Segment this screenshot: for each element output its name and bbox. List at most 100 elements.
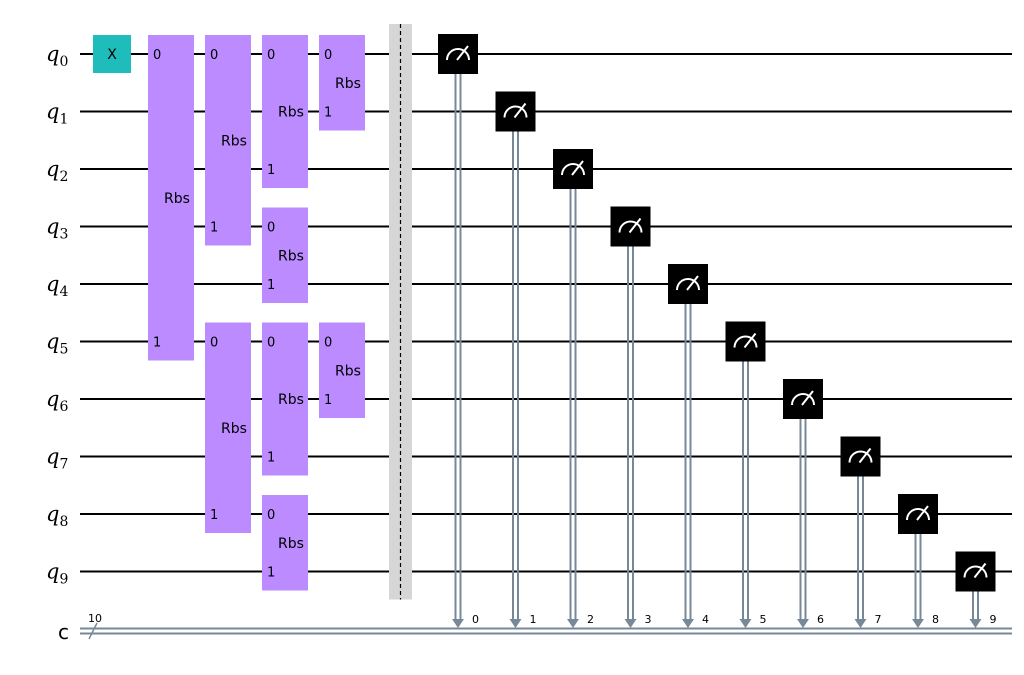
measure-bit-index: 6 <box>817 613 824 626</box>
rbs-gate <box>205 35 251 246</box>
classical-register-label: c <box>58 620 69 644</box>
rbs-port-bottom: 1 <box>267 566 275 581</box>
measure-arrowhead <box>682 619 694 628</box>
rbs-gate-label: Rbs <box>278 392 304 408</box>
x-gate-label: X <box>107 47 117 63</box>
measure-gate <box>955 551 996 592</box>
measure-arrowhead <box>797 619 809 628</box>
measure-gate <box>725 321 766 362</box>
measure-arrowhead <box>969 619 982 628</box>
rbs-port-bottom: 1 <box>210 508 218 523</box>
measure-bit-index: 5 <box>760 613 767 626</box>
measure-gate <box>610 206 651 247</box>
measure-arrowhead <box>509 619 522 628</box>
measure-arrowhead <box>739 619 752 628</box>
bus-slash <box>88 622 98 640</box>
rbs-gate <box>319 322 365 418</box>
x-gate <box>93 35 131 73</box>
measure-bit-index: 2 <box>587 613 594 626</box>
qubit-label: q5 <box>46 330 68 358</box>
rbs-gate-label: Rbs <box>278 248 304 264</box>
measure-bit-index: 4 <box>702 613 709 626</box>
gates: XRbs01Rbs01Rbs01Rbs01Rbs01Rbs01Rbs01Rbs0… <box>93 35 365 591</box>
barrier <box>389 24 412 600</box>
meter-icon <box>791 393 815 406</box>
rbs-gate <box>262 35 308 188</box>
rbs-gate <box>148 35 194 361</box>
qubit-label: q9 <box>46 560 68 588</box>
meter-icon <box>906 508 930 521</box>
meter-icon <box>503 105 528 118</box>
qubit-label: q7 <box>46 445 68 473</box>
rbs-gate <box>319 35 365 131</box>
rbs-port-top: 0 <box>267 48 275 63</box>
meter-icon <box>963 565 988 578</box>
rbs-port-bottom: 1 <box>324 106 332 121</box>
rbs-port-top: 0 <box>210 48 218 63</box>
meter-icon <box>446 48 470 61</box>
meter-icon <box>676 278 700 291</box>
measure-arrowhead <box>912 619 924 628</box>
rbs-port-top: 0 <box>153 48 161 63</box>
rbs-gate-label: Rbs <box>278 536 304 552</box>
meter-needle-icon <box>513 102 527 119</box>
rbs-gate <box>262 495 308 591</box>
measure-gate <box>495 91 536 132</box>
rbs-gate-label: Rbs <box>164 191 190 207</box>
rbs-port-bottom: 1 <box>324 393 332 408</box>
rbs-port-bottom: 1 <box>267 278 275 293</box>
measure-bit-index: 3 <box>645 613 652 626</box>
qubit-label: q6 <box>46 387 68 415</box>
rbs-port-bottom: 1 <box>267 163 275 178</box>
rbs-port-top: 0 <box>210 336 218 351</box>
rbs-port-bottom: 1 <box>267 451 275 466</box>
rbs-port-top: 0 <box>324 48 332 63</box>
measure-bit-index: 1 <box>530 613 537 626</box>
rbs-port-top: 0 <box>324 336 332 351</box>
meter-icon <box>561 163 585 176</box>
meter-needle-icon <box>916 505 929 521</box>
classical-register-size: 10 <box>88 612 102 625</box>
measure-arrowhead <box>567 619 579 628</box>
qubit-label: q3 <box>46 215 68 243</box>
qubit-label: q2 <box>46 157 68 185</box>
rbs-port-bottom: 1 <box>210 221 218 236</box>
rbs-gate <box>262 207 308 303</box>
measure-bit-index: 0 <box>472 613 479 626</box>
rbs-port-top: 0 <box>267 336 275 351</box>
measure-bit-index: 7 <box>875 613 882 626</box>
meter-needle-icon <box>628 217 642 234</box>
meter-needle-icon <box>973 562 987 579</box>
rbs-port-bottom: 1 <box>153 336 161 351</box>
rbs-gate-label: Rbs <box>221 421 247 437</box>
rbs-gate-label: Rbs <box>335 76 361 92</box>
qubit-label: q1 <box>46 100 68 128</box>
rbs-gate-label: Rbs <box>278 105 304 121</box>
measure-gate <box>553 149 593 189</box>
measure-gate <box>438 34 478 74</box>
rbs-gate <box>262 322 308 476</box>
measure-arrowhead <box>624 619 637 628</box>
qubit-label: q0 <box>46 42 68 70</box>
register-labels: q0 q1 q2 q3 q4 q5 q6 q7 q8 q9 c 10 <box>46 42 102 644</box>
qubit-label: q8 <box>46 502 68 530</box>
measurements: 0 1 2 3 4 5 6 7 8 9 <box>438 34 997 628</box>
measure-gate <box>783 379 823 419</box>
meter-needle-icon <box>571 160 584 176</box>
rbs-gate <box>205 322 251 533</box>
qubit-label: q4 <box>46 272 68 300</box>
measure-gate <box>840 436 881 477</box>
meter-needle-icon <box>456 45 469 61</box>
meter-needle-icon <box>686 275 699 291</box>
measure-arrowhead <box>452 619 464 628</box>
measure-gate <box>668 264 708 304</box>
rbs-port-top: 0 <box>267 221 275 236</box>
meter-needle-icon <box>801 390 814 406</box>
rbs-port-top: 0 <box>267 508 275 523</box>
measure-bit-index: 9 <box>990 613 997 626</box>
measure-gate <box>898 494 938 534</box>
meter-icon <box>733 335 758 348</box>
meter-needle-icon <box>858 447 872 464</box>
classical-wire <box>80 622 1012 640</box>
